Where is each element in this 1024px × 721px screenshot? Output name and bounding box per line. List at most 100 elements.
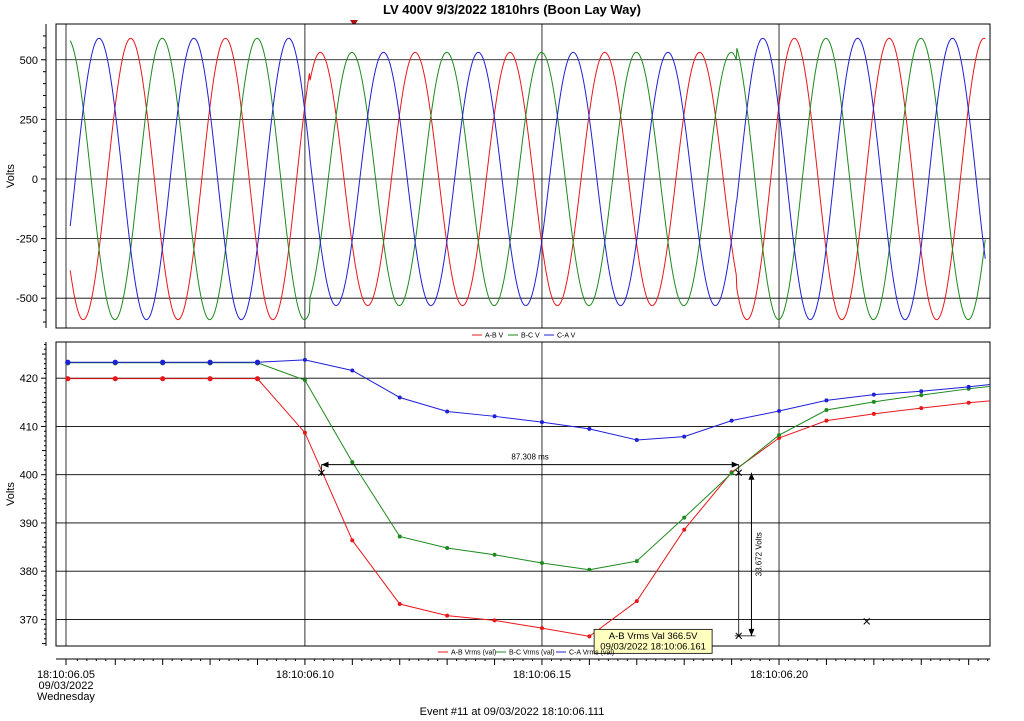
- rms-point[interactable]: [587, 426, 592, 431]
- rms-point[interactable]: [587, 567, 592, 572]
- rms-point[interactable]: [682, 515, 687, 520]
- waveform-y-tick-label: 250: [20, 114, 38, 126]
- cursor-marker-icon[interactable]: [350, 20, 358, 26]
- waveform-legend-label: A-B V: [485, 333, 504, 340]
- rms-point[interactable]: [302, 430, 307, 435]
- rms-y-tick-label: 420: [20, 373, 38, 385]
- rms-plot-area: [55, 341, 991, 647]
- rms-point[interactable]: [919, 406, 924, 411]
- rms-point[interactable]: [824, 398, 829, 403]
- rms-point[interactable]: [254, 359, 261, 365]
- rms-point[interactable]: [871, 392, 876, 397]
- rms-point[interactable]: [350, 368, 355, 373]
- rms-point[interactable]: [445, 409, 450, 414]
- rms-point[interactable]: [587, 634, 592, 639]
- waveform-series: [69, 37, 986, 321]
- waveform-series-2: [69, 37, 986, 321]
- rms-point[interactable]: [302, 357, 307, 362]
- rms-point[interactable]: [254, 376, 261, 382]
- waveform-series-1: [69, 37, 986, 321]
- waveform-legend: A-B V B-C V C-A V: [472, 333, 576, 340]
- rms-point[interactable]: [729, 471, 734, 476]
- rms-point[interactable]: [112, 376, 118, 382]
- rms-point[interactable]: [682, 434, 687, 439]
- rms-point[interactable]: [777, 409, 782, 414]
- rms-point[interactable]: [65, 376, 71, 382]
- rms-point[interactable]: [634, 599, 639, 604]
- waveform-legend-label: B-C V: [521, 333, 540, 340]
- rms-point[interactable]: [539, 561, 544, 566]
- rms-point[interactable]: [397, 602, 402, 607]
- waveform-series-0: [69, 37, 986, 321]
- rms-point[interactable]: [539, 420, 544, 425]
- rms-point[interactable]: [207, 376, 213, 382]
- rms-point[interactable]: [160, 376, 166, 382]
- rms-y-label: Volts: [5, 482, 17, 506]
- chart-title: LV 400V 9/3/2022 1810hrs (Boon Lay Way): [383, 2, 641, 17]
- rms-legend-label: B-C Vrms (val): [509, 650, 555, 657]
- rms-point[interactable]: [966, 400, 971, 405]
- rms-point[interactable]: [445, 613, 450, 618]
- time-tick-label: Wednesday: [37, 691, 95, 703]
- waveform-legend-label: C-A V: [557, 333, 576, 340]
- time-tick-label: 18:10:06.05: [37, 669, 95, 681]
- drop-label: 33.672 Volts: [754, 532, 763, 576]
- rms-point[interactable]: [350, 538, 355, 543]
- tooltip-line: A-B Vrms Val 366.5V: [609, 631, 698, 642]
- rms-point[interactable]: [445, 546, 450, 551]
- rms-point[interactable]: [350, 460, 355, 465]
- rms-point[interactable]: [824, 408, 829, 413]
- rms-legend: A-B Vrms (val) B-C Vrms (val) C-A Vrms (va…: [438, 650, 614, 657]
- rms-point[interactable]: [397, 395, 402, 400]
- rms-point[interactable]: [492, 414, 497, 419]
- rms-point[interactable]: [824, 418, 829, 423]
- rms-y-ticks: 370 380 390 400 410 420: [20, 342, 47, 646]
- cursor-x-marker[interactable]: [735, 469, 743, 477]
- rms-point[interactable]: [966, 384, 971, 389]
- duration-label: 87.308 ms: [511, 453, 548, 462]
- time-tick-label: 18:10:06.15: [513, 669, 571, 681]
- time-tick-label: 09/03/2022: [38, 680, 93, 692]
- rms-y-tick-label: 390: [20, 518, 38, 530]
- rms-legend-label: C-A Vrms (val): [569, 650, 614, 657]
- rms-point[interactable]: [634, 559, 639, 564]
- rms-point[interactable]: [871, 411, 876, 416]
- waveform-y-tick-label: -250: [16, 234, 38, 246]
- rms-point[interactable]: [871, 399, 876, 404]
- rms-point[interactable]: [777, 436, 782, 441]
- rms-point[interactable]: [919, 389, 924, 394]
- waveform-y-tick-label: 500: [20, 55, 38, 67]
- rms-point[interactable]: [492, 552, 497, 557]
- rms-point[interactable]: [729, 418, 734, 423]
- rms-point[interactable]: [302, 378, 307, 383]
- time-tick-label: 18:10:06.10: [276, 669, 334, 681]
- value-tooltip: [593, 628, 713, 654]
- tooltip-line: 09/03/2022 18:10:06.161: [600, 641, 706, 652]
- rms-point[interactable]: [777, 433, 782, 438]
- waveform-y-label: Volts: [5, 164, 17, 188]
- rms-legend-label: A-B Vrms (val): [451, 650, 496, 657]
- rms-point[interactable]: [634, 437, 639, 442]
- rms-y-tick-label: 370: [20, 614, 38, 626]
- rms-point[interactable]: [539, 626, 544, 631]
- cursor-x-marker[interactable]: [318, 469, 325, 477]
- waveform-y-ticks: -500 -250 0 250 500: [16, 24, 47, 328]
- rms-point[interactable]: [682, 527, 687, 532]
- waveform-y-tick-label: 0: [32, 174, 38, 186]
- rms-point[interactable]: [112, 359, 118, 365]
- rms-point[interactable]: [65, 359, 71, 365]
- rms-point[interactable]: [397, 534, 402, 539]
- rms-series: [65, 357, 991, 639]
- cursor-x-marker[interactable]: [863, 618, 871, 625]
- event-footer: Event #11 at 09/03/2022 18:10:06.111: [420, 706, 605, 718]
- rms-point[interactable]: [492, 618, 497, 623]
- rms-point[interactable]: [207, 359, 213, 365]
- rms-point[interactable]: [919, 393, 924, 398]
- rms-grid: [56, 342, 990, 646]
- rms-panel: 370 380 390 400 410 420 Volts 87.308 ms 33.672…: [5, 341, 991, 657]
- rms-annotations: 87.308 ms 33.672 Volts A-B Vrms Val 366.5V…: [318, 453, 871, 654]
- rms-point[interactable]: [160, 359, 166, 365]
- cursor-x-marker[interactable]: [735, 632, 743, 640]
